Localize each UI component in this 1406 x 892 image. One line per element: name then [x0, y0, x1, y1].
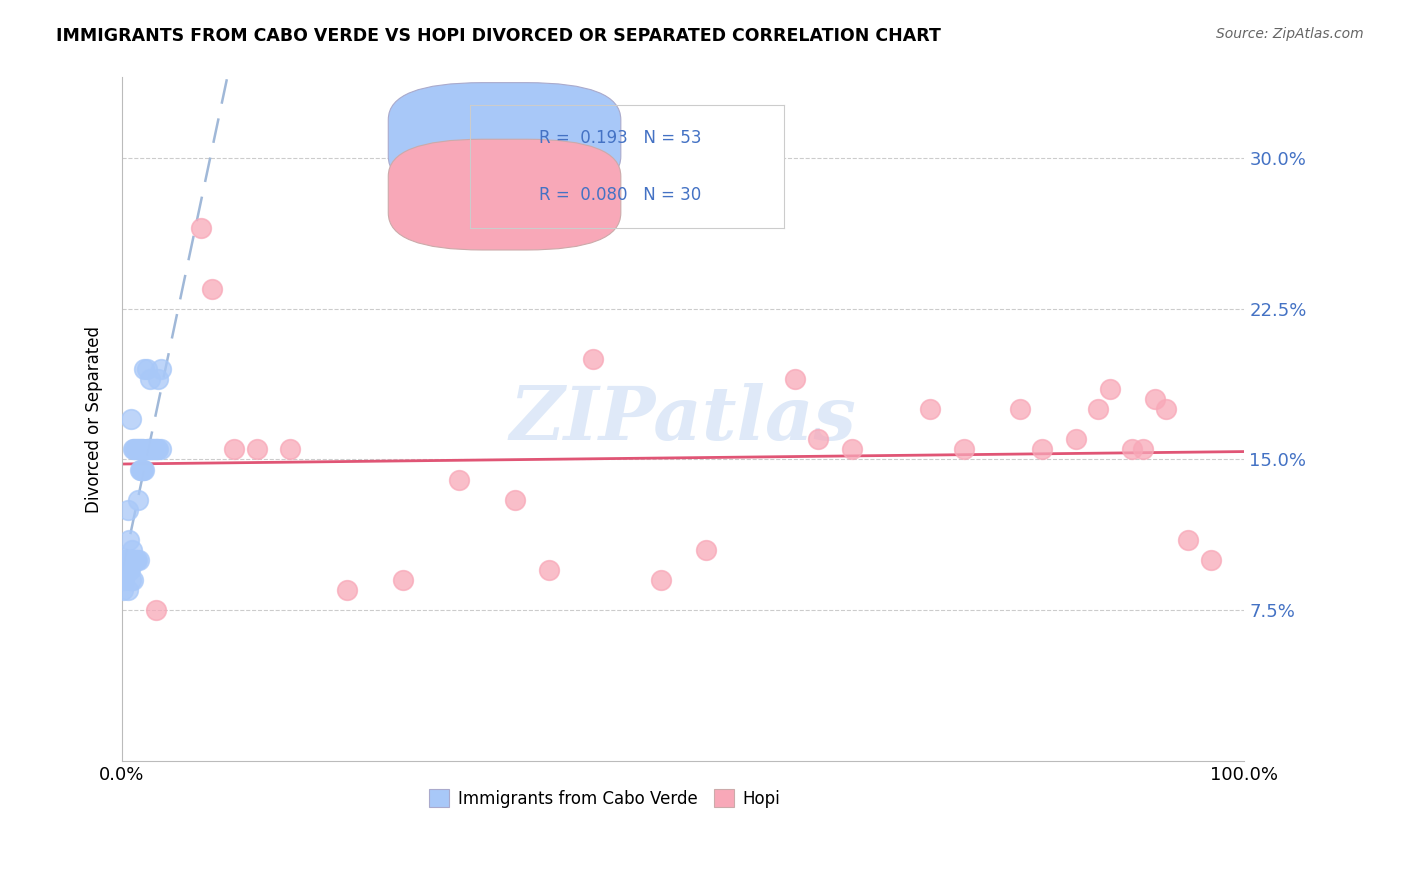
Point — [953, 442, 976, 457]
Point — [112, 583, 135, 598]
Point — [1064, 433, 1087, 447]
Point — [145, 442, 167, 457]
Point — [132, 462, 155, 476]
Point — [139, 442, 162, 457]
Point — [124, 442, 146, 457]
Point — [115, 553, 138, 567]
Point — [112, 573, 135, 587]
Point — [141, 442, 163, 457]
Point — [128, 553, 150, 567]
Point — [129, 462, 152, 476]
Point — [114, 553, 136, 567]
Point — [807, 433, 830, 447]
Point — [537, 563, 560, 577]
Text: Source: ZipAtlas.com: Source: ZipAtlas.com — [1216, 27, 1364, 41]
Point — [124, 442, 146, 457]
Point — [120, 412, 142, 426]
Point — [122, 573, 145, 587]
Point — [114, 563, 136, 577]
Point — [190, 221, 212, 235]
Point — [142, 442, 165, 457]
Point — [280, 442, 302, 457]
Point — [1143, 392, 1166, 406]
Y-axis label: Divorced or Separated: Divorced or Separated — [86, 326, 103, 513]
Point — [120, 553, 142, 567]
Point — [134, 362, 156, 376]
Point — [145, 603, 167, 617]
Point — [117, 583, 139, 598]
Point — [1177, 533, 1199, 547]
Point — [785, 372, 807, 386]
Point — [1008, 402, 1031, 417]
Point — [118, 563, 141, 577]
Point — [120, 573, 142, 587]
Point — [122, 553, 145, 567]
Point — [920, 402, 942, 417]
Point — [132, 442, 155, 457]
Point — [841, 442, 863, 457]
Point — [335, 583, 357, 598]
Point — [695, 543, 717, 558]
Point — [125, 442, 148, 457]
Point — [447, 473, 470, 487]
Point — [391, 573, 413, 587]
Point — [135, 442, 157, 457]
Point — [1121, 442, 1143, 457]
Point — [150, 442, 173, 457]
Point — [146, 442, 169, 457]
Point — [118, 563, 141, 577]
Text: IMMIGRANTS FROM CABO VERDE VS HOPI DIVORCED OR SEPARATED CORRELATION CHART: IMMIGRANTS FROM CABO VERDE VS HOPI DIVOR… — [56, 27, 941, 45]
Point — [135, 362, 157, 376]
Point — [117, 502, 139, 516]
Point — [146, 372, 169, 386]
Point — [124, 553, 146, 567]
Point — [150, 362, 173, 376]
Text: ZIPatlas: ZIPatlas — [510, 383, 856, 456]
Point — [129, 442, 152, 457]
Point — [1154, 402, 1177, 417]
Legend: Immigrants from Cabo Verde, Hopi: Immigrants from Cabo Verde, Hopi — [423, 783, 787, 814]
Point — [1199, 553, 1222, 567]
Point — [650, 573, 672, 587]
Point — [134, 462, 156, 476]
Point — [128, 442, 150, 457]
Point — [1087, 402, 1109, 417]
Point — [115, 563, 138, 577]
Point — [582, 351, 605, 366]
Point — [138, 442, 160, 457]
Point — [143, 442, 166, 457]
Point — [122, 442, 145, 457]
Point — [1132, 442, 1154, 457]
Point — [112, 553, 135, 567]
Point — [224, 442, 246, 457]
Point — [136, 442, 159, 457]
Point — [129, 462, 152, 476]
Point — [503, 492, 526, 507]
Point — [146, 442, 169, 457]
Point — [131, 462, 153, 476]
Point — [131, 442, 153, 457]
Point — [139, 372, 162, 386]
Point — [118, 533, 141, 547]
Point — [1098, 382, 1121, 396]
Point — [125, 553, 148, 567]
Point — [201, 282, 224, 296]
Point — [124, 553, 146, 567]
Point — [121, 543, 143, 558]
Point — [127, 492, 149, 507]
Point — [246, 442, 269, 457]
Point — [141, 442, 163, 457]
Point — [1031, 442, 1053, 457]
